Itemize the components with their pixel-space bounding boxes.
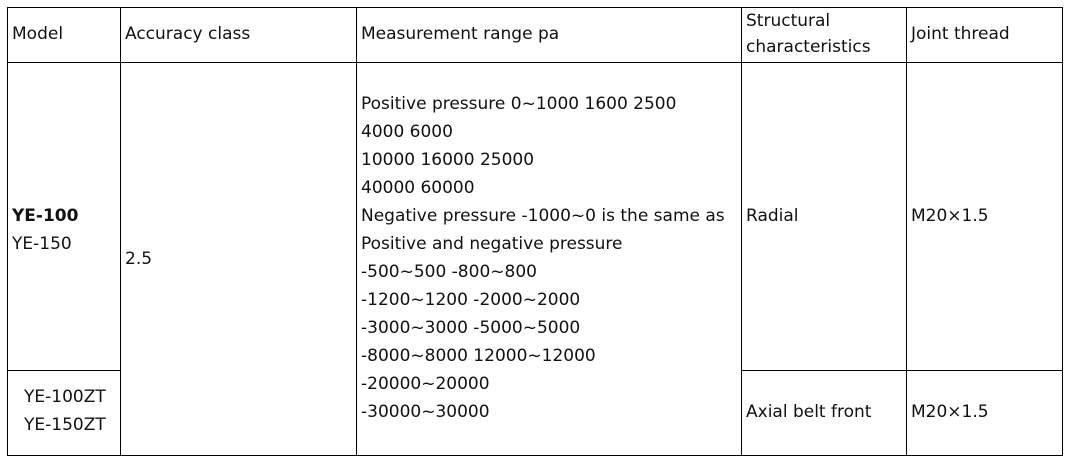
header-accuracy-class: Accuracy class [125,24,251,44]
grid-line [7,62,1063,63]
model-cell: YE-100 [12,206,79,226]
header-structural-line2: characteristics [746,37,871,57]
header-measurement-range: Measurement range pa [361,24,560,44]
grid-line [356,7,357,456]
range-line: Positive and negative pressure [361,234,623,254]
grid-line [7,7,1063,8]
header-structural-line1: Structural [746,11,831,31]
range-line: -3000~3000 -5000~5000 [361,318,581,338]
grid-line [7,7,8,456]
thread-cell: M20×1.5 [911,206,989,226]
grid-line [906,7,907,456]
range-line: -30000~30000 [361,402,490,422]
grid-line [741,370,1063,371]
grid-line [1062,7,1063,456]
accuracy-cell: 2.5 [125,249,153,269]
thread-cell: M20×1.5 [911,402,989,422]
model-cell: YE-150ZT [24,415,106,435]
header-model: Model [12,24,64,44]
structure-cell: Radial [746,206,799,226]
grid-line [7,370,121,371]
grid-line [741,7,742,456]
grid-line [7,455,1063,456]
range-line: -1200~1200 -2000~2000 [361,290,581,310]
range-line: Positive pressure 0~1000 1600 2500 [361,94,677,114]
structure-cell: Axial belt front [746,402,872,422]
range-line: -8000~8000 12000~12000 [361,346,596,366]
range-line: -500~500 -800~800 [361,262,537,282]
grid-line [120,7,121,456]
range-line: Negative pressure -1000~0 is the same as [361,206,725,226]
range-line: 40000 60000 [361,178,475,198]
range-line: 4000 6000 [361,122,453,142]
range-line: 10000 16000 25000 [361,150,535,170]
header-joint-thread: Joint thread [911,24,1010,44]
model-cell: YE-150 [12,234,72,254]
model-cell: YE-100ZT [24,387,106,407]
range-line: -20000~20000 [361,374,490,394]
